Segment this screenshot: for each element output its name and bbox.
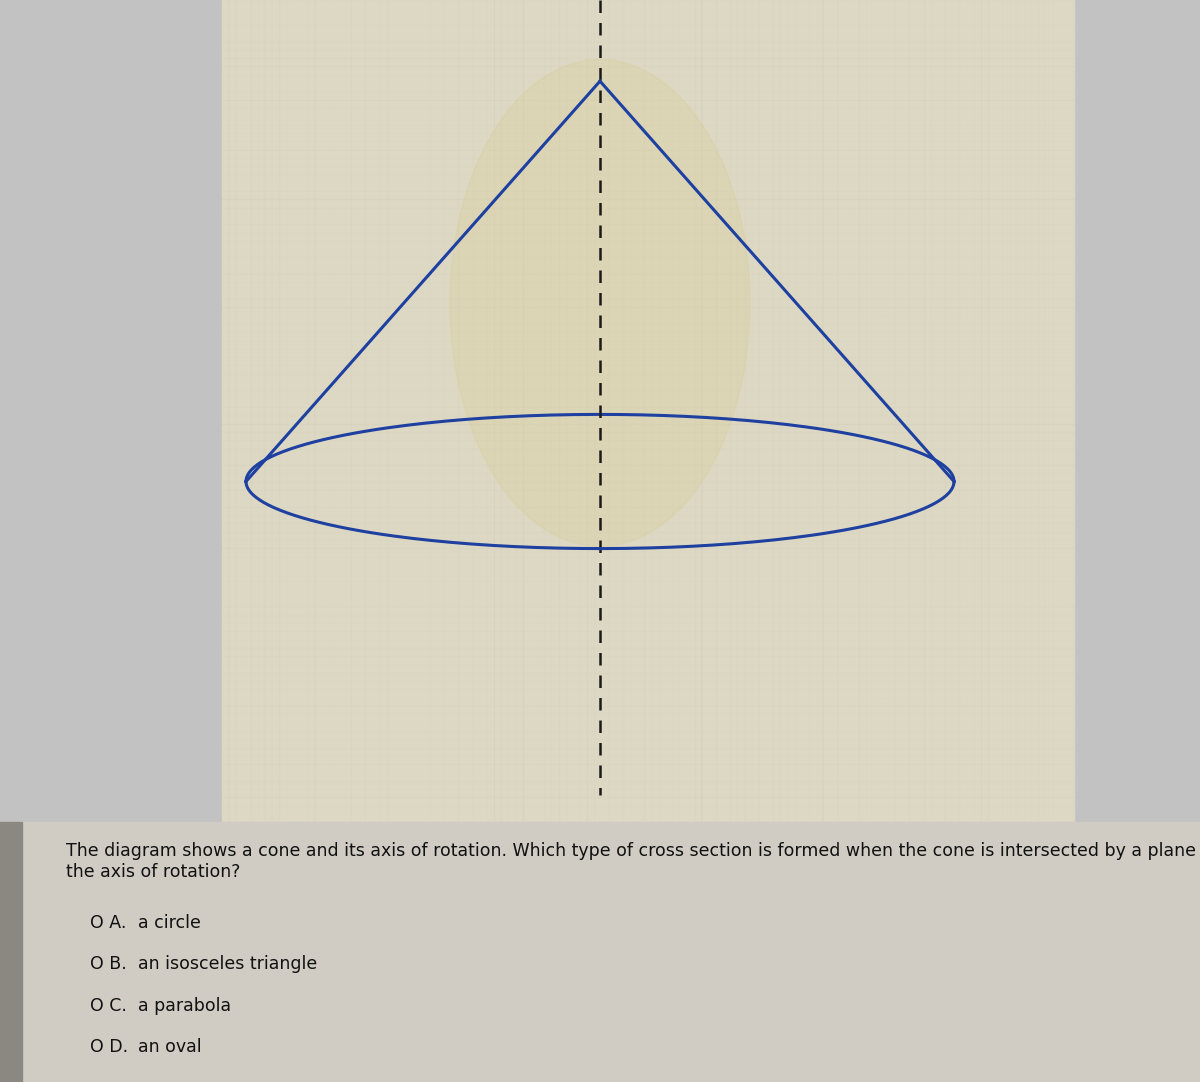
Bar	[222, 0, 1074, 822]
Text: The diagram shows a cone and its axis of rotation. Which type of cross section i: The diagram shows a cone and its axis of…	[66, 842, 1200, 881]
Text: O A.: O A.	[90, 914, 126, 933]
Bar	[0, 822, 22, 1082]
Text: O B.: O B.	[90, 955, 127, 974]
Bar	[0, 822, 1200, 1082]
Text: O D.: O D.	[90, 1038, 128, 1056]
Text: O C.: O C.	[90, 997, 127, 1015]
Text: an oval: an oval	[138, 1038, 202, 1056]
Ellipse shape	[450, 60, 750, 546]
Text: an isosceles triangle: an isosceles triangle	[138, 955, 317, 974]
Text: a parabola: a parabola	[138, 997, 232, 1015]
Text: a circle: a circle	[138, 914, 200, 933]
